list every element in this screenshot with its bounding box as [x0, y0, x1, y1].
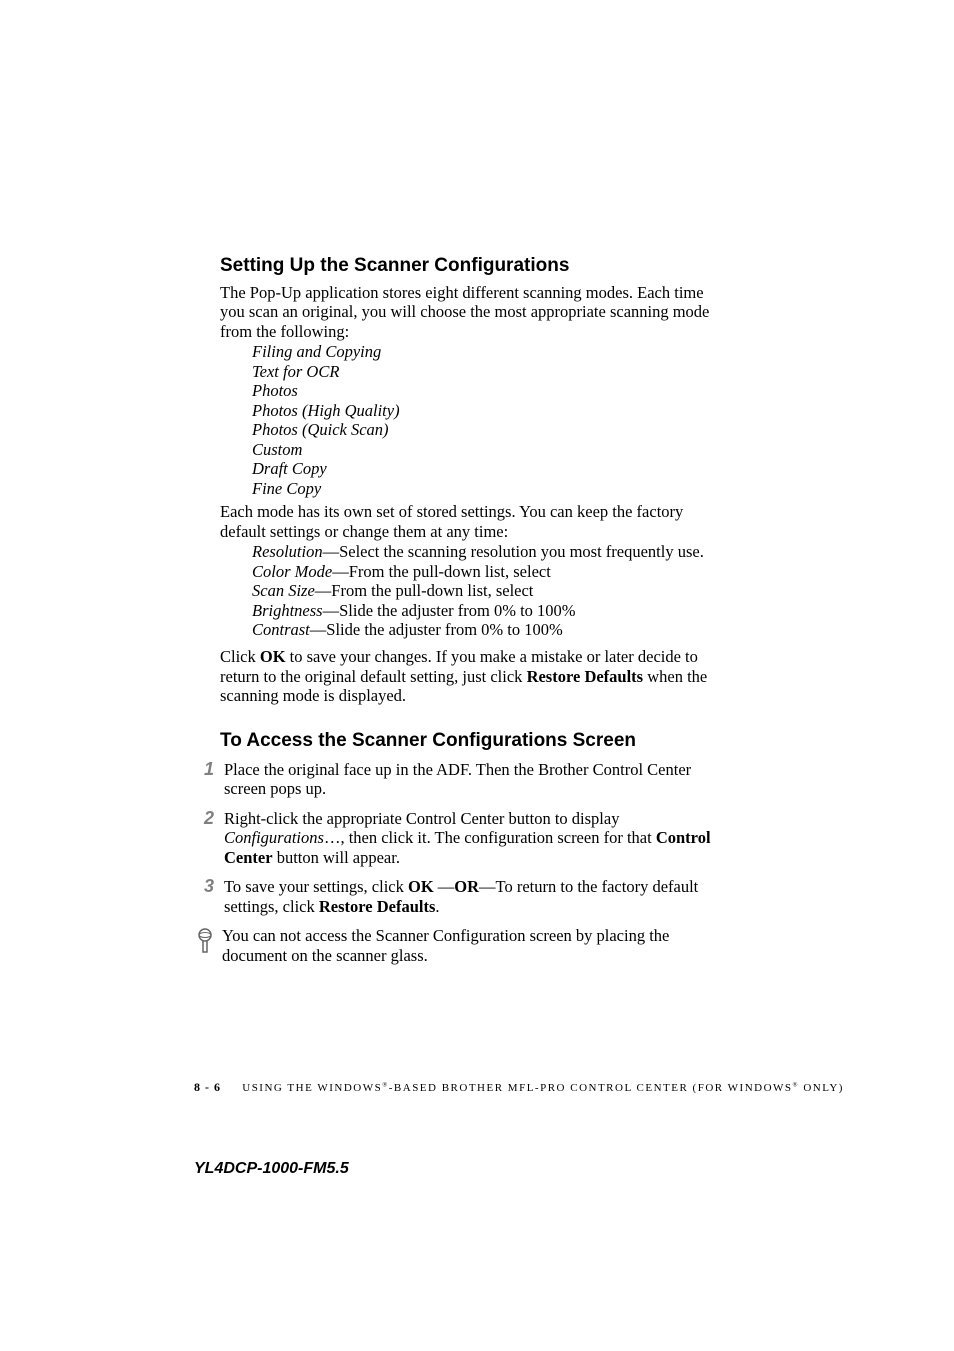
- step-text: Place the original face up in the ADF. T…: [224, 760, 728, 799]
- ok-label: OK: [260, 647, 286, 666]
- text: Click: [220, 647, 260, 666]
- note-text: You can not access the Scanner Configura…: [222, 926, 728, 965]
- section1-heading: Setting Up the Scanner Configurations: [220, 255, 728, 277]
- setting-item: Scan Size—From the pull-down list, selec…: [252, 581, 728, 600]
- section1-intro: The Pop-Up application stores eight diff…: [220, 283, 728, 341]
- step-text: To save your settings, click OK —OR—To r…: [224, 877, 728, 916]
- step-number: 1: [204, 759, 224, 780]
- mode-item: Text for OCR: [252, 362, 728, 381]
- page-footer: 8 - 6 USING THE WINDOWS®-BASED BROTHER M…: [194, 1080, 844, 1095]
- section2-heading: To Access the Scanner Configurations Scr…: [220, 730, 728, 752]
- mode-item: Photos (High Quality): [252, 401, 728, 420]
- click-paragraph: Click OK to save your changes. If you ma…: [220, 647, 728, 705]
- footer-product-code: YL4DCP-1000-FM5.5: [194, 1160, 349, 1178]
- mode-item: Draft Copy: [252, 459, 728, 478]
- note-row: You can not access the Scanner Configura…: [196, 926, 728, 965]
- footer-chapter: USING THE WINDOWS®-BASED BROTHER MFL-PRO…: [242, 1082, 844, 1094]
- mode-item: Photos: [252, 381, 728, 400]
- step-number: 3: [204, 876, 224, 897]
- setting-item: Resolution—Select the scanning resolutio…: [252, 542, 728, 561]
- step-number: 2: [204, 808, 224, 829]
- page-number: 8 - 6: [194, 1080, 221, 1094]
- note-icon: [196, 928, 218, 961]
- mode-item: Custom: [252, 440, 728, 459]
- setting-item: Brightness—Slide the adjuster from 0% to…: [252, 601, 728, 620]
- setting-item: Color Mode—From the pull-down list, sele…: [252, 562, 728, 581]
- section1-intro2: Each mode has its own set of stored sett…: [220, 502, 728, 541]
- settings-list: Resolution—Select the scanning resolutio…: [252, 542, 728, 639]
- mode-item: Filing and Copying: [252, 342, 728, 361]
- steps-list: 1Place the original face up in the ADF. …: [194, 760, 728, 916]
- page-content: Setting Up the Scanner Configurations Th…: [0, 0, 954, 965]
- setting-item: Contrast—Slide the adjuster from 0% to 1…: [252, 620, 728, 639]
- step-text: Right-click the appropriate Control Cent…: [224, 809, 728, 867]
- step-row: 2Right-click the appropriate Control Cen…: [204, 809, 728, 867]
- step-row: 3To save your settings, click OK —OR—To …: [204, 877, 728, 916]
- scanning-modes-list: Filing and CopyingText for OCRPhotosPhot…: [252, 342, 728, 498]
- mode-item: Fine Copy: [252, 479, 728, 498]
- restore-defaults-label: Restore Defaults: [527, 667, 644, 686]
- step-row: 1Place the original face up in the ADF. …: [204, 760, 728, 799]
- mode-item: Photos (Quick Scan): [252, 420, 728, 439]
